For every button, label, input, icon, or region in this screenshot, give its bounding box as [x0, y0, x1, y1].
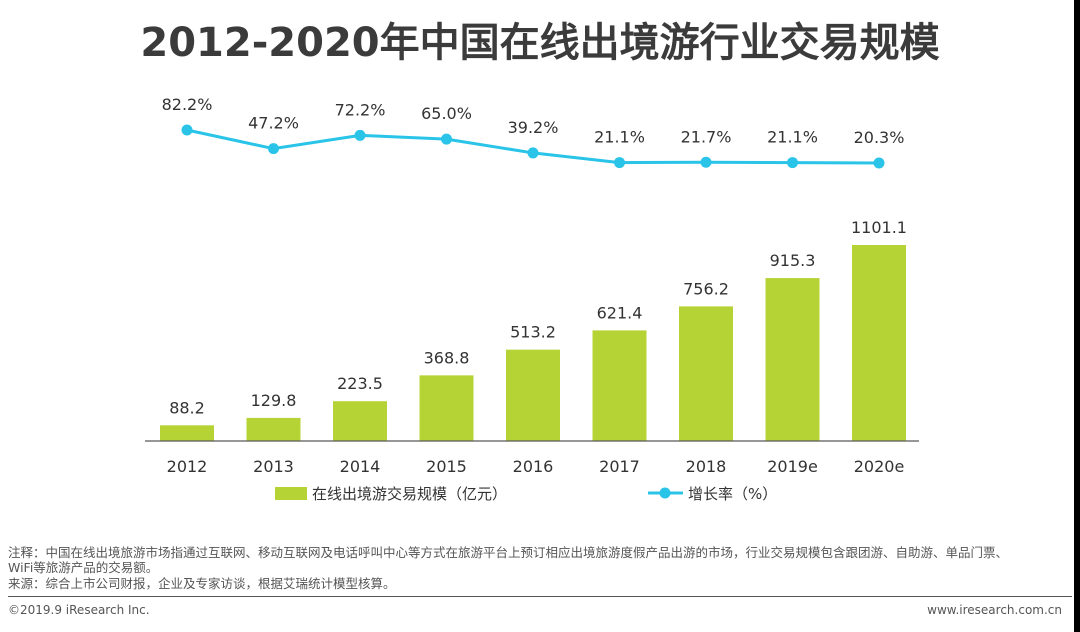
legend: 在线出境游交易规模（亿元） 增长率（%） [275, 485, 777, 503]
bar-2017 [592, 330, 647, 441]
bar-2012 [160, 425, 214, 441]
growth-point-2014 [354, 129, 366, 141]
growth-point-2019e [787, 157, 798, 169]
x-tick-2017: 2017 [599, 457, 640, 476]
bar-2014 [333, 401, 387, 441]
bar-2020e [852, 245, 906, 441]
bar-2019e [765, 278, 820, 441]
x-tick-labels: 2012 2013 2014 2015 2016 2017 2018 2019e 2020e [167, 457, 905, 476]
legend-line-marker [659, 487, 671, 499]
growth-label-2017: 21.1% [594, 128, 645, 147]
legend-line-label: 增长率（%） [688, 485, 777, 503]
x-tick-2016: 2016 [513, 457, 554, 476]
growth-label-2019e: 21.1% [767, 128, 818, 147]
bar-label-2019e: 915.3 [770, 251, 816, 270]
bar-2016 [506, 349, 560, 441]
growth-label-2014: 72.2% [335, 100, 386, 119]
bar-label-2016: 513.2 [510, 323, 556, 342]
bar-label-2013: 129.8 [251, 391, 297, 410]
website-url: www.iresearch.com.cn [927, 603, 1062, 617]
source-note: 来源：综合上市公司财报，企业及专家访谈，根据艾瑞统计模型核算。 [8, 576, 396, 591]
bar-series [160, 245, 906, 441]
bar-data-labels: 88.2 129.8 223.5 368.8 513.2 621.4 756.2 915.3 1… [169, 218, 907, 417]
bar-label-2014: 223.5 [337, 374, 383, 393]
growth-point-2020e [873, 157, 885, 169]
note-line-2: WiFi等旅游产品的交易额。 [8, 560, 159, 575]
bar-label-2017: 621.4 [597, 303, 643, 322]
x-tick-2018: 2018 [686, 457, 727, 476]
note-line-1: 注释：中国在线出境旅游市场指通过互联网、移动互联网及电话呼叫中心等方式在旅游平台… [8, 545, 1009, 560]
copyright: ©2019.9 iResearch Inc. [8, 603, 150, 617]
bar-label-2015: 368.8 [424, 348, 470, 367]
line-data-labels: 82.2% 47.2% 72.2% 65.0% 39.2% 21.1% 21.7% 21.1%… [162, 95, 905, 147]
growth-label-2018: 21.7% [681, 127, 732, 146]
growth-point-2013 [268, 143, 279, 155]
growth-label-2016: 39.2% [508, 118, 559, 137]
growth-point-2016 [527, 147, 539, 159]
growth-label-2013: 47.2% [248, 114, 299, 133]
bar-2013 [246, 417, 301, 441]
x-tick-2012: 2012 [167, 457, 208, 476]
growth-label-2012: 82.2% [162, 95, 213, 114]
bar-2015 [419, 375, 474, 441]
x-tick-2013: 2013 [253, 457, 294, 476]
growth-point-2018 [700, 156, 712, 168]
growth-rate-series [181, 124, 885, 169]
growth-point-2017 [614, 157, 625, 169]
legend-bar-swatch [275, 487, 307, 500]
growth-label-2015: 65.0% [421, 104, 472, 123]
chart-title: 2012-2020年中国在线出境游行业交易规模 [140, 20, 940, 66]
bar-label-2018: 756.2 [683, 279, 729, 298]
x-tick-2020e: 2020e [854, 457, 905, 476]
growth-point-2012 [181, 124, 193, 136]
right-border [1074, 0, 1080, 632]
growth-point-2015 [441, 133, 452, 145]
bar-2018 [679, 306, 733, 441]
chart: 88.2 129.8 223.5 368.8 513.2 621.4 756.2 915.3 1… [145, 95, 919, 503]
legend-bar-label: 在线出境游交易规模（亿元） [312, 485, 507, 503]
x-tick-2019e: 2019e [767, 457, 818, 476]
x-tick-2014: 2014 [340, 457, 381, 476]
bar-label-2020e: 1101.1 [851, 218, 907, 237]
growth-label-2020e: 20.3% [854, 128, 905, 147]
bar-label-2012: 88.2 [169, 398, 205, 417]
x-tick-2015: 2015 [426, 457, 467, 476]
footer-divider [8, 596, 1072, 597]
